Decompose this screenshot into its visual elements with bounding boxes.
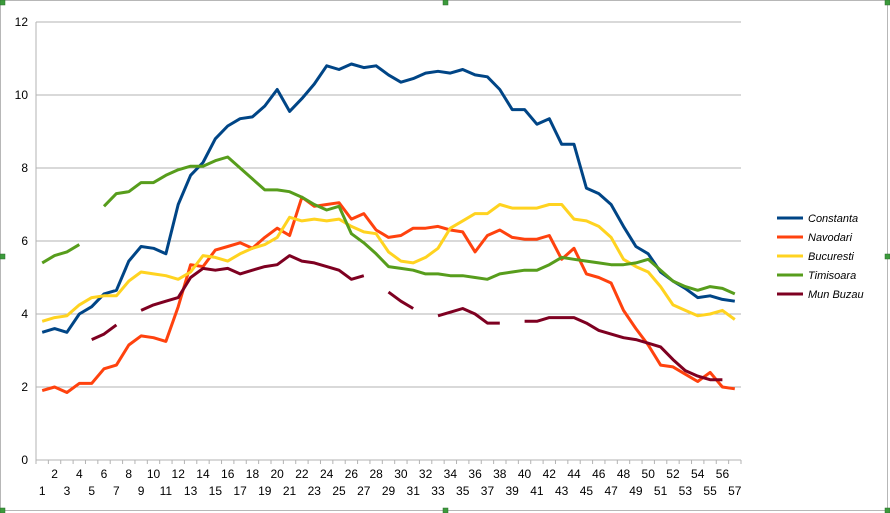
x-tick-label: 13	[184, 484, 198, 498]
x-tick-label: 21	[283, 484, 297, 498]
x-tick-label: 32	[419, 467, 433, 481]
x-tick-label: 15	[209, 484, 223, 498]
x-tick-label: 57	[728, 484, 742, 498]
x-tick-label: 38	[493, 467, 507, 481]
y-tick-label: 6	[21, 234, 28, 248]
x-tick-label: 52	[666, 467, 680, 481]
x-tick-label: 26	[345, 467, 359, 481]
x-tick-label: 1	[39, 484, 46, 498]
x-tick-label: 48	[617, 467, 631, 481]
x-tick-label: 22	[295, 467, 309, 481]
x-tick-label: 49	[629, 484, 643, 498]
x-tick-label: 35	[456, 484, 470, 498]
y-tick-label: 0	[21, 453, 28, 467]
series-lines	[41, 62, 736, 394]
x-tick-label: 4	[76, 467, 83, 481]
x-tick-label: 20	[271, 467, 285, 481]
selection-handle	[0, 507, 6, 513]
selection-handle	[442, 507, 449, 513]
x-tick-label: 27	[357, 484, 371, 498]
x-tick-label: 31	[407, 484, 421, 498]
legend-label-bucuresti: Bucuresti	[808, 251, 854, 263]
x-tick-label: 2	[51, 467, 58, 481]
x-tick-label: 50	[642, 467, 656, 481]
y-tick-label: 2	[21, 380, 28, 394]
x-tick-label: 37	[481, 484, 495, 498]
x-tick-label: 3	[64, 484, 71, 498]
x-tick-label: 44	[567, 467, 581, 481]
selection-handle	[0, 0, 6, 6]
x-tick-label: 46	[592, 467, 606, 481]
legend: Constanta Navodari Bucuresti Timisoara Mun B…	[777, 213, 864, 301]
legend-label-timisoara: Timisoara	[808, 270, 856, 282]
selection-handle	[884, 0, 890, 6]
x-tick-label: 5	[88, 484, 95, 498]
series-line-navodari	[41, 195, 736, 394]
x-tick-label: 30	[394, 467, 408, 481]
series-line-bucuresti	[41, 203, 736, 323]
x-tick-label: 29	[382, 484, 396, 498]
x-tick-label: 34	[444, 467, 458, 481]
x-tick-label: 11	[160, 484, 173, 498]
x-tick-label: 16	[221, 467, 235, 481]
x-tick-label: 40	[518, 467, 532, 481]
x-tick-label: 9	[138, 484, 145, 498]
y-tick-label: 4	[21, 307, 28, 321]
x-tick-label: 56	[716, 467, 730, 481]
series-line-mun-buzau	[91, 254, 723, 382]
legend-label-constanta: Constanta	[808, 213, 858, 225]
x-tick-label: 24	[320, 467, 334, 481]
x-tick-label: 19	[258, 484, 272, 498]
x-tick-label: 41	[530, 484, 544, 498]
x-tick-label: 45	[580, 484, 594, 498]
selection-handle	[442, 0, 449, 6]
legend-label-mun-buzau: Mun Buzau	[808, 289, 864, 301]
series-line-timisoara	[41, 155, 736, 296]
x-tick-label: 54	[691, 467, 705, 481]
x-tick-label: 47	[604, 484, 618, 498]
x-tick-label: 55	[703, 484, 717, 498]
x-tick-label: 17	[233, 484, 247, 498]
selection-handle	[0, 253, 6, 260]
x-tick-label: 39	[506, 484, 520, 498]
y-tick-label: 10	[15, 88, 29, 102]
x-tick-label: 14	[196, 467, 210, 481]
axes	[35, 22, 742, 464]
y-tick-label: 8	[21, 161, 28, 175]
series-line-constanta	[41, 62, 736, 334]
x-axis-tick-labels: 2 4 6 8 10 12 14 16 18 20 22 24 26 28 30 32 34 36 38 40 42 44…	[39, 467, 742, 498]
x-tick-label: 7	[113, 484, 120, 498]
legend-label-navodari: Navodari	[808, 232, 853, 244]
x-tick-label: 10	[147, 467, 161, 481]
x-tick-label: 42	[543, 467, 557, 481]
x-tick-label: 8	[125, 467, 132, 481]
x-tick-label: 28	[369, 467, 383, 481]
x-tick-label: 51	[654, 484, 668, 498]
x-tick-label: 43	[555, 484, 569, 498]
x-tick-label: 12	[172, 467, 186, 481]
y-tick-label: 12	[15, 15, 29, 29]
x-tick-label: 25	[332, 484, 346, 498]
x-tick-label: 18	[246, 467, 260, 481]
x-tick-label: 23	[308, 484, 322, 498]
x-tick-label: 33	[431, 484, 445, 498]
selection-handle	[884, 507, 890, 513]
x-tick-label: 6	[101, 467, 108, 481]
x-tick-label: 53	[679, 484, 693, 498]
x-tick-label: 36	[468, 467, 482, 481]
grid-lines	[36, 21, 741, 388]
selection-handle	[884, 253, 890, 260]
y-axis-tick-labels: 0 2 4 6 8 10 12	[15, 15, 29, 467]
